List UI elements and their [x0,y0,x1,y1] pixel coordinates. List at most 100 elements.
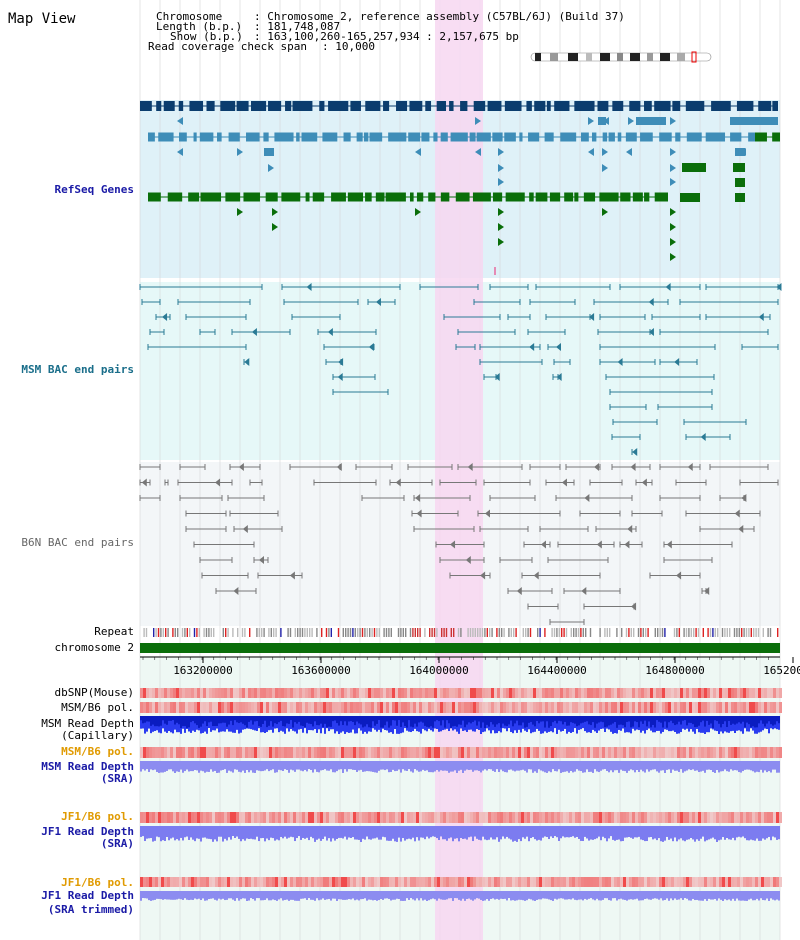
polymorphism-cell [353,747,356,758]
polymorphism-cell [416,702,419,713]
repeat-element [522,628,524,637]
repeat-element [767,628,769,637]
depth-bar [460,716,462,725]
depth-bar [242,826,244,840]
polymorphism-cell [431,747,434,758]
polymorphism-cell [650,688,653,698]
depth-bar [436,716,438,729]
depth-bar [380,891,382,899]
depth-bar [662,826,664,842]
selected-region-highlight[interactable] [435,0,483,940]
msm-pol-label[interactable]: MSM/B6 pol. [61,701,134,714]
depth-bar [536,761,538,773]
depth-bar [266,826,268,839]
repeat-track[interactable] [143,628,779,637]
depth-bar [710,716,712,724]
gene-exon [574,101,595,111]
span-value: : 10,000 [322,40,375,53]
polymorphism-cell [755,812,758,823]
depth-bar [446,826,448,841]
depth-bar [756,761,758,772]
gene-arrow [626,148,632,156]
msm-bac-track[interactable] [139,283,782,456]
gene-exon [385,192,406,202]
polymorphism-cell [245,747,248,758]
depth-bar [514,826,516,841]
depth-bar [170,716,172,721]
chromosome-ideogram[interactable] [530,51,712,63]
polymorphism-cell [311,812,314,823]
polymorphism-cell [710,812,713,823]
polymorphism-cell [365,747,368,758]
polymorphism-cell [635,747,638,758]
depth-bar [216,761,218,773]
bac-arrow [648,328,654,336]
depth-bar [430,716,432,727]
depth-bar [410,716,412,727]
polymorphism-cell [341,812,344,823]
depth-bar [260,826,262,839]
polymorphism-cell [722,702,725,713]
bac-arrow [776,283,782,291]
polymorphism-cell [560,747,563,758]
jf1-depth-label-1[interactable]: JF1 Read Depth [41,825,134,838]
depth-bar [254,826,256,840]
polymorphism-cell [686,877,689,887]
polymorphism-cell [560,812,563,823]
msm-pol-sra-label[interactable]: MSM/B6 pol. [61,745,134,758]
repeat-element [479,628,481,637]
polymorphism-cell [359,702,362,713]
polymorphism-cell [422,688,425,698]
heat-tracks[interactable] [140,688,782,901]
depth-bar [362,716,364,728]
b6n-bac-track[interactable] [139,463,779,625]
polymorphism-cell [212,812,215,823]
depth-bar [210,826,212,840]
depth-bar [386,891,388,899]
depth-bar [222,891,224,899]
depth-bar [352,826,354,838]
dbsnp-label[interactable]: dbSNP(Mouse) [55,686,134,699]
depth-bar [470,716,472,724]
depth-bar [562,761,564,773]
polymorphism-cell [722,688,725,698]
depth-bar [306,716,308,734]
refseq-genes-track[interactable] [140,101,780,275]
depth-bar [536,826,538,841]
polymorphism-cell [434,747,437,758]
refseq-genes-label[interactable]: RefSeq Genes [55,183,134,196]
polymorphism-cell [422,812,425,823]
polymorphism-cell [758,747,761,758]
depth-bar [154,826,156,841]
polymorphism-cell [377,747,380,758]
repeat-element [450,628,452,637]
depth-bar [508,826,510,839]
jf1-pol-trim-label[interactable]: JF1/B6 pol. [61,876,134,889]
chromosome-bar[interactable] [140,643,780,653]
polymorphism-cell [653,702,656,713]
bac-arrow [238,463,244,471]
depth-bar [472,761,474,772]
depth-bar [588,826,590,841]
depth-bar [222,761,224,770]
jf1-pol-label[interactable]: JF1/B6 pol. [61,810,134,823]
repeat-element [755,628,757,637]
jf1-depth-trim-label-1[interactable]: JF1 Read Depth [41,889,134,902]
b6n-bac-label[interactable]: B6N BAC end pairs [21,536,134,549]
depth-bar [194,891,196,899]
gene-exon [755,132,767,142]
msm-depth-sra-label-1[interactable]: MSM Read Depth [41,760,134,773]
msm-bac-label[interactable]: MSM BAC end pairs [21,363,134,376]
polymorphism-cell [194,877,197,887]
repeat-element [753,628,755,637]
depth-bar [254,761,256,773]
gene-arrow [475,148,481,156]
repeat-element [172,628,174,637]
depth-bar [488,716,490,727]
polymorphism-cell [569,812,572,823]
depth-bar [616,891,618,901]
msm-depth-cap-label-1[interactable]: MSM Read Depth [41,717,134,730]
depth-bar [706,716,708,733]
gene-exon [617,132,622,142]
